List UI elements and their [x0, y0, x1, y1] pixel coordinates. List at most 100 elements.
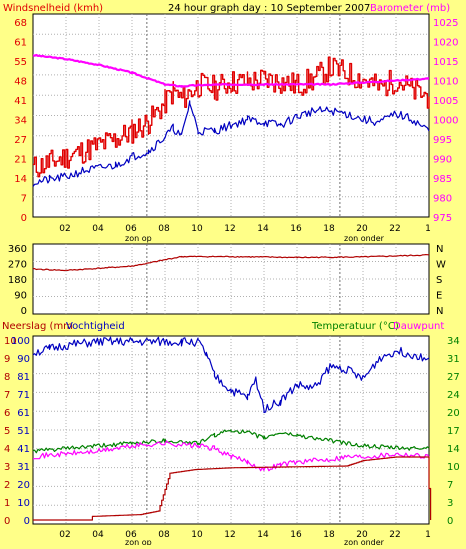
- y-tick-label: 55: [14, 57, 27, 68]
- y-tick-label: 71: [17, 390, 30, 401]
- y-tick-label: 4: [4, 444, 10, 455]
- series-humidity-line: [32, 336, 430, 414]
- x-tick-label: 22: [389, 224, 400, 234]
- y-tick-label: 975: [433, 213, 452, 224]
- panel1-x-ticks: 02 04 06 08 10 12 14 16 18 20 22 1: [59, 224, 431, 234]
- y-tick-label: 34: [447, 336, 460, 347]
- x-tick-label: 12: [224, 224, 235, 234]
- y-tick-label: 0: [21, 306, 27, 317]
- x-tick-label: 06: [125, 224, 137, 234]
- y-tick-label: E: [436, 291, 442, 302]
- y-tick-label: W: [436, 260, 446, 271]
- y-tick-label: 990: [433, 155, 452, 166]
- y-tick-label: 985: [433, 174, 452, 185]
- y-tick-label: 1000: [433, 116, 458, 127]
- x-tick-label: 20: [356, 530, 368, 540]
- y-tick-label: 360: [8, 244, 27, 255]
- y-tick-label: 1020: [433, 38, 458, 49]
- y-tick-label: 0: [24, 516, 30, 527]
- y-tick-label: 68: [14, 18, 27, 29]
- y-tick-label: 27: [447, 372, 460, 383]
- y-tick-label: 5: [4, 426, 10, 437]
- y-tick-label: 1025: [433, 18, 458, 29]
- panel1-left-ticks: 68 61 55 48 41 34 27 21 14 7 0: [14, 18, 27, 224]
- wind-axis-title: Windsnelheid (kmh): [3, 3, 103, 14]
- y-tick-label: 3: [447, 498, 453, 509]
- y-tick-label: 0: [447, 516, 453, 527]
- x-tick-label: 02: [59, 224, 70, 234]
- y-tick-label: 3: [4, 462, 10, 473]
- x-tick-label: 04: [92, 224, 104, 234]
- barometer-axis-title: Barometer (mb): [370, 3, 450, 14]
- y-tick-label: 20: [17, 480, 30, 491]
- x-tick-label: 16: [290, 224, 302, 234]
- y-tick-label: 100: [11, 336, 30, 347]
- y-tick-label: 90: [14, 291, 27, 302]
- x-tick-label: 02: [59, 530, 70, 540]
- y-tick-label: 2: [4, 480, 10, 491]
- series-direction-line: [32, 254, 430, 272]
- panel2-series: [32, 254, 430, 272]
- x-tick-label: 20: [356, 224, 368, 234]
- x-tick-label: 10: [191, 530, 203, 540]
- x-tick-label: 14: [257, 530, 269, 540]
- y-tick-label: 51: [17, 426, 30, 437]
- y-tick-label: 180: [8, 275, 27, 286]
- y-tick-label: 1015: [433, 57, 458, 68]
- y-tick-label: 10: [17, 498, 30, 509]
- y-tick-label: 7: [4, 390, 10, 401]
- y-tick-label: 7: [447, 480, 453, 491]
- y-tick-label: 10: [447, 462, 460, 473]
- y-tick-label: N: [436, 306, 443, 317]
- y-tick-label: 980: [433, 194, 452, 205]
- x-tick-label: 08: [158, 224, 170, 234]
- y-tick-label: 0: [4, 516, 10, 527]
- y-tick-label: 21: [14, 155, 27, 166]
- x-tick-label: 10: [191, 224, 203, 234]
- series-wind-line: [32, 100, 430, 187]
- x-tick-label: 18: [323, 224, 335, 234]
- chart-title: 24 hour graph day : 10 September 2007: [168, 3, 370, 14]
- series-temperature-line: [32, 429, 430, 454]
- panel3-sunset-label: zon onder: [344, 538, 385, 545]
- y-tick-label: 48: [14, 77, 27, 88]
- y-tick-label: 41: [14, 96, 27, 107]
- rain-axis-title: Neerslag (mm: [2, 321, 73, 332]
- panel1-sunrise-label: zon op: [125, 234, 152, 243]
- x-tick-label: 04: [92, 530, 104, 540]
- x-tick-label: 12: [224, 530, 235, 540]
- y-tick-label: 27: [14, 135, 27, 146]
- y-tick-label: 270: [8, 260, 27, 271]
- panel2-left-ticks: 360 270 180 90 0: [8, 244, 27, 317]
- y-tick-label: 1: [4, 498, 10, 509]
- panel3-temperature-ticks: 34 31 27 24 20 17 14 10 7 3 0: [447, 336, 460, 527]
- panel3-sunrise-label: zon op: [125, 538, 152, 545]
- x-tick-label: 1: [425, 224, 431, 234]
- y-tick-label: 61: [17, 408, 30, 419]
- x-tick-label: 18: [323, 530, 335, 540]
- y-tick-label: 995: [433, 135, 452, 146]
- x-tick-label: 08: [158, 530, 170, 540]
- panel1-right-ticks: 1025 1020 1015 1010 1005 1000 995 990 985 980 975: [433, 18, 458, 224]
- x-tick-label: 14: [257, 224, 269, 234]
- y-tick-label: 10: [4, 336, 17, 347]
- y-tick-label: 0: [21, 213, 27, 224]
- y-tick-label: 14: [14, 174, 27, 185]
- x-tick-label: 16: [290, 530, 302, 540]
- series-rain-line: [33, 456, 432, 521]
- y-tick-label: S: [436, 275, 442, 286]
- y-tick-label: 20: [447, 408, 460, 419]
- y-tick-label: 90: [17, 354, 30, 365]
- series-gust-line: [33, 56, 430, 178]
- y-tick-label: 31: [17, 462, 30, 473]
- y-tick-label: 1005: [433, 96, 458, 107]
- y-tick-label: 17: [447, 426, 460, 437]
- y-tick-label: 61: [14, 38, 27, 49]
- panel3-series: [32, 336, 432, 521]
- panel2-grid: [33, 244, 429, 314]
- y-tick-label: 81: [17, 372, 30, 383]
- y-tick-label: 6: [4, 408, 10, 419]
